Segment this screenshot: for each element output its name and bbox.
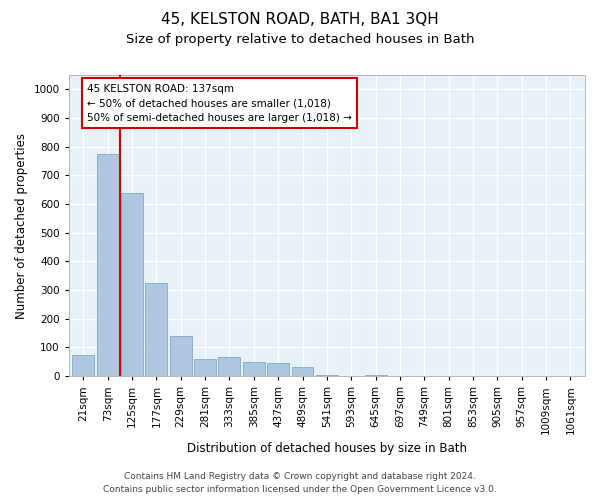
Bar [218, 358, 241, 376]
Text: Contains HM Land Registry data © Crown copyright and database right 2024.
Contai: Contains HM Land Registry data © Crown c… [103, 472, 497, 494]
Text: 45 KELSTON ROAD: 137sqm
← 50% of detached houses are smaller (1,018)
50% of semi: 45 KELSTON ROAD: 137sqm ← 50% of detache… [87, 84, 352, 123]
Text: Size of property relative to detached houses in Bath: Size of property relative to detached ho… [126, 32, 474, 46]
Bar [194, 359, 216, 376]
Bar [121, 192, 143, 376]
Bar [365, 374, 386, 376]
Bar [267, 363, 289, 376]
Y-axis label: Number of detached properties: Number of detached properties [15, 132, 28, 318]
Bar [243, 362, 265, 376]
Bar [73, 354, 94, 376]
Bar [316, 374, 338, 376]
Bar [97, 154, 119, 376]
Bar [170, 336, 191, 376]
Bar [292, 368, 313, 376]
X-axis label: Distribution of detached houses by size in Bath: Distribution of detached houses by size … [187, 442, 467, 455]
Text: 45, KELSTON ROAD, BATH, BA1 3QH: 45, KELSTON ROAD, BATH, BA1 3QH [161, 12, 439, 28]
Bar [145, 283, 167, 376]
